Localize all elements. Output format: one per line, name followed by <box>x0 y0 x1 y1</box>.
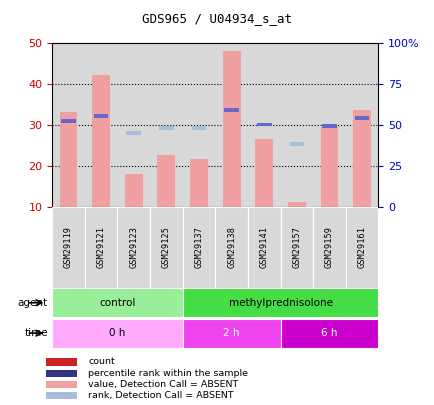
Text: GSM29157: GSM29157 <box>292 226 301 268</box>
Bar <box>354 116 368 120</box>
FancyBboxPatch shape <box>247 207 280 288</box>
FancyBboxPatch shape <box>182 288 378 318</box>
Text: GSM29141: GSM29141 <box>259 226 268 268</box>
Text: GDS965 / U04934_s_at: GDS965 / U04934_s_at <box>142 12 292 25</box>
FancyBboxPatch shape <box>150 207 182 288</box>
FancyBboxPatch shape <box>117 207 150 288</box>
Bar <box>59 112 77 207</box>
Bar <box>92 75 110 207</box>
Text: time: time <box>24 328 48 338</box>
Bar <box>191 126 206 130</box>
FancyBboxPatch shape <box>215 207 247 288</box>
Bar <box>182 43 215 207</box>
Bar <box>312 43 345 207</box>
Text: GSM29159: GSM29159 <box>324 226 333 268</box>
FancyBboxPatch shape <box>182 207 215 288</box>
Text: GSM29123: GSM29123 <box>129 226 138 268</box>
Bar <box>287 202 305 207</box>
Bar <box>289 143 303 146</box>
Text: agent: agent <box>18 298 48 308</box>
FancyBboxPatch shape <box>312 207 345 288</box>
Text: value, Detection Call = ABSENT: value, Detection Call = ABSENT <box>88 380 238 389</box>
FancyBboxPatch shape <box>52 318 182 347</box>
Text: 2 h: 2 h <box>223 328 239 338</box>
Bar <box>85 43 117 207</box>
Bar <box>46 392 77 399</box>
Bar <box>94 115 108 118</box>
Bar <box>46 358 77 366</box>
Text: percentile rank within the sample: percentile rank within the sample <box>88 369 248 377</box>
Text: rank, Detection Call = ABSENT: rank, Detection Call = ABSENT <box>88 391 233 400</box>
Bar <box>46 381 77 388</box>
Bar <box>61 119 76 123</box>
FancyBboxPatch shape <box>85 207 117 288</box>
Bar <box>215 43 247 207</box>
Text: 6 h: 6 h <box>321 328 337 338</box>
Bar <box>255 139 273 207</box>
Text: GSM29161: GSM29161 <box>357 226 366 268</box>
Bar <box>224 108 238 112</box>
FancyBboxPatch shape <box>280 318 378 347</box>
Bar <box>125 174 142 207</box>
Bar <box>280 43 312 207</box>
Text: GSM29125: GSM29125 <box>161 226 171 268</box>
Bar <box>222 51 240 207</box>
Text: GSM29137: GSM29137 <box>194 226 203 268</box>
FancyBboxPatch shape <box>280 207 312 288</box>
Text: GSM29121: GSM29121 <box>96 226 105 268</box>
Bar <box>190 160 207 207</box>
FancyBboxPatch shape <box>182 318 280 347</box>
Bar <box>247 43 280 207</box>
Bar <box>256 123 271 126</box>
Text: control: control <box>99 298 135 308</box>
Text: methylprednisolone: methylprednisolone <box>228 298 332 308</box>
Bar <box>46 369 77 377</box>
Bar <box>345 43 378 207</box>
Bar <box>150 43 182 207</box>
Text: GSM29119: GSM29119 <box>64 226 73 268</box>
Text: 0 h: 0 h <box>109 328 125 338</box>
Bar <box>52 43 85 207</box>
Bar <box>117 43 150 207</box>
FancyBboxPatch shape <box>345 207 378 288</box>
Bar <box>320 127 338 207</box>
Bar <box>157 155 175 207</box>
FancyBboxPatch shape <box>52 288 182 318</box>
Bar <box>352 110 370 207</box>
Bar <box>322 124 336 128</box>
Text: count: count <box>88 358 115 367</box>
FancyBboxPatch shape <box>52 207 85 288</box>
Text: GSM29138: GSM29138 <box>227 226 236 268</box>
Bar <box>126 131 141 134</box>
Bar <box>159 126 173 130</box>
